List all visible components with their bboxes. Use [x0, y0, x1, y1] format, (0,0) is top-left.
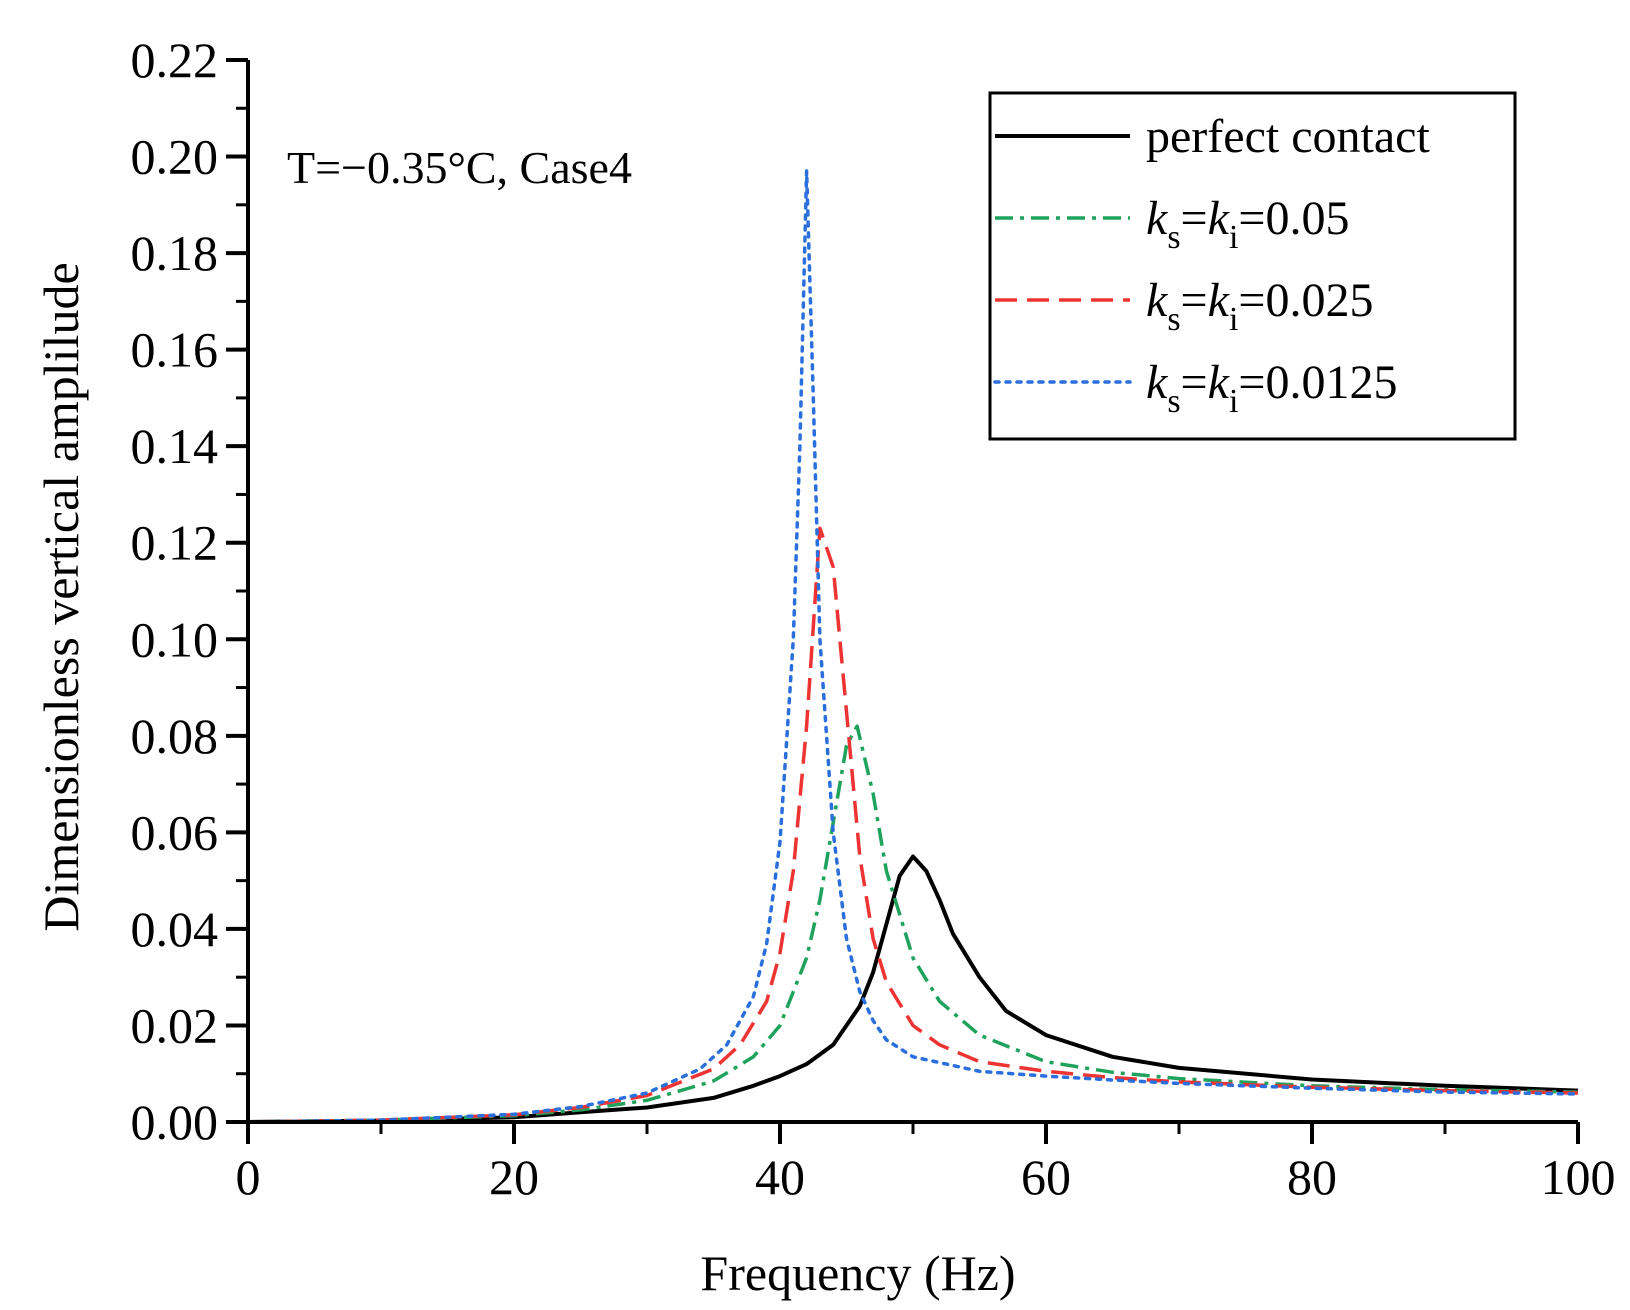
legend-label-3: ks=ki=0.0125: [1146, 356, 1397, 420]
legend-label-1: ks=ki=0.05: [1146, 192, 1349, 256]
y-tick-label: 0.16: [131, 322, 219, 378]
series-line-3: [246, 169, 1580, 1124]
x-tick-label: 60: [1021, 1149, 1071, 1205]
x-tick-label: 100: [1541, 1149, 1616, 1205]
y-axis-title: Dimensionless vertical amplilude: [33, 262, 89, 931]
y-tick-label: 0.04: [131, 901, 219, 957]
series-line-1: [247, 724, 1579, 1124]
y-tick-label: 0.20: [131, 129, 219, 185]
y-tick-label: 0.14: [131, 418, 219, 474]
ticks-layer: 0 20 40 60 80 100 0.00 0.02 0.04 0.06 0.08 0.10 0.12…: [131, 32, 1616, 1205]
x-tick-label: 0: [236, 1149, 261, 1205]
legend-label-2: ks=ki=0.025: [1146, 274, 1373, 338]
condition-annotation: T=−0.35°C, Case4: [287, 142, 632, 193]
y-tick-label: 0.02: [131, 997, 219, 1053]
y-tick-label: 0.10: [131, 611, 219, 667]
series-layer: [246, 169, 1580, 1124]
x-tick-label: 40: [755, 1149, 805, 1205]
y-tick-label: 0.00: [131, 1094, 219, 1150]
x-tick-label: 80: [1287, 1149, 1337, 1205]
x-axis-title: Frequency (Hz): [700, 1245, 1015, 1301]
legend-label-0: perfect contact: [1146, 110, 1430, 163]
y-tick-label: 0.06: [131, 804, 219, 860]
series-line-2: [247, 526, 1579, 1124]
y-tick-label: 0.12: [131, 515, 219, 571]
y-tick-label: 0.08: [131, 708, 219, 764]
y-tick-label: 0.22: [131, 32, 219, 88]
legend: perfect contact ks=ki=0.05 ks=ki=0.025 ks=k…: [988, 91, 1517, 441]
x-tick-label: 20: [489, 1149, 539, 1205]
y-tick-label: 0.18: [131, 225, 219, 281]
series-line-0: [247, 854, 1579, 1124]
